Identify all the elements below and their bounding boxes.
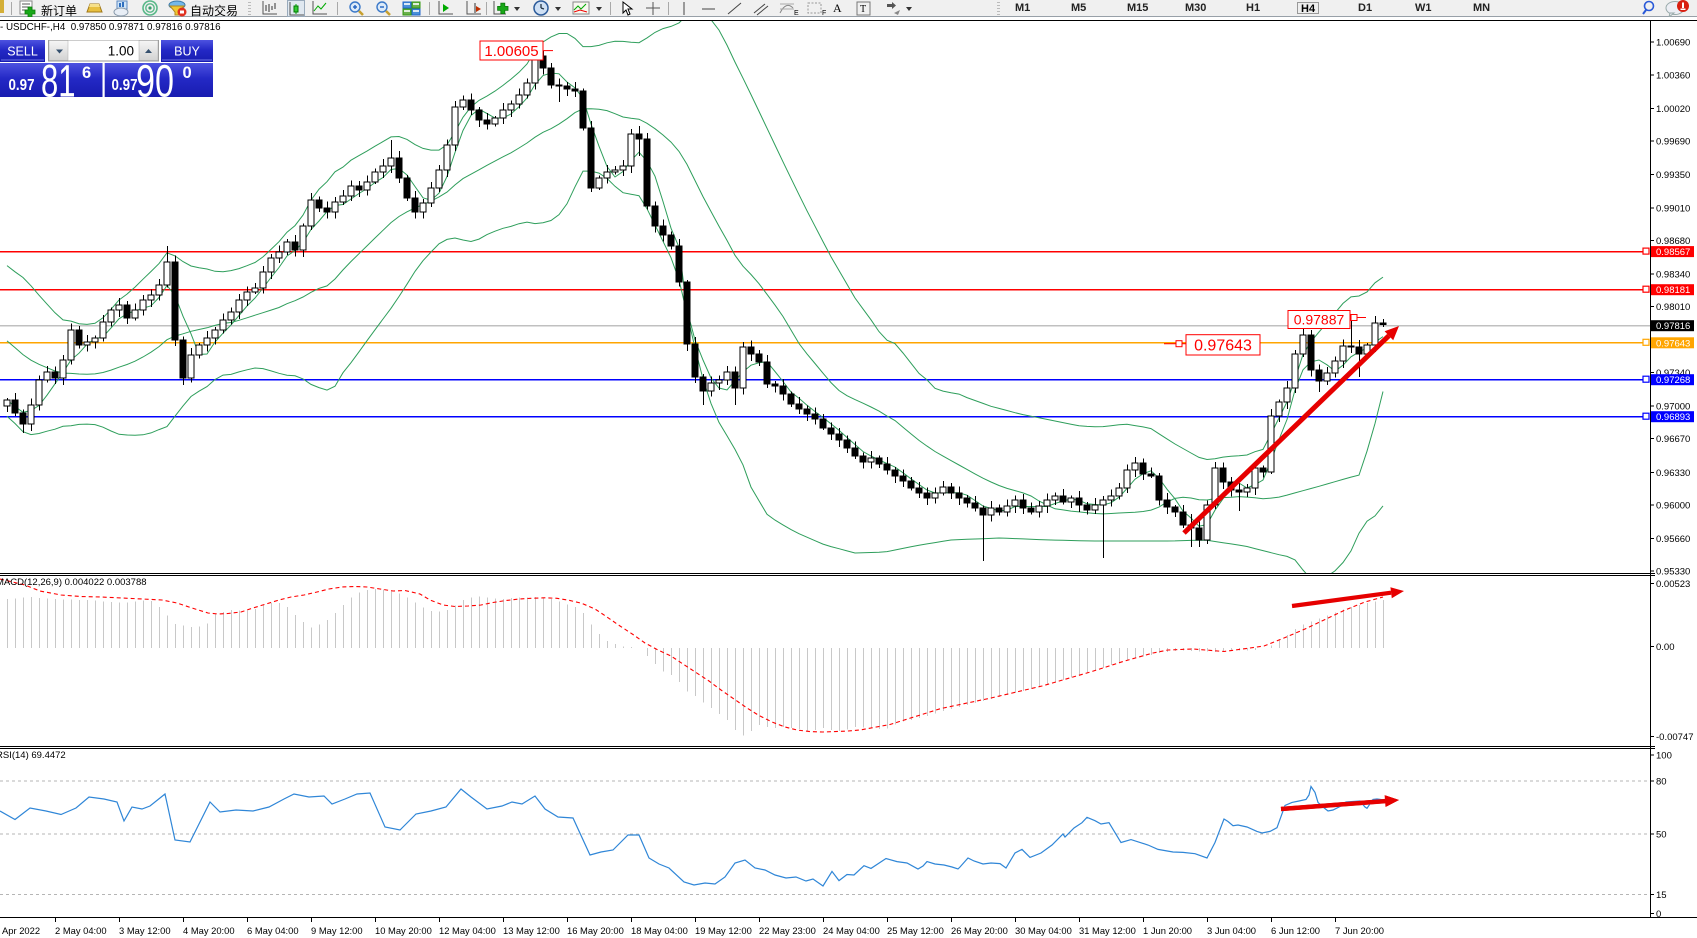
svg-text:0.00: 0.00 — [1656, 642, 1675, 653]
svg-text:6 Jun 12:00: 6 Jun 12:00 — [1271, 925, 1320, 936]
svg-text:Apr 2022: Apr 2022 — [2, 925, 40, 936]
svg-text:3 May 12:00: 3 May 12:00 — [119, 925, 171, 936]
svg-text:BUY: BUY — [174, 45, 200, 59]
svg-text:- USDCHF-,H4 0.97850 0.97871: - USDCHF-,H4 0.97850 0.97871 0.97816 0.9… — [0, 22, 221, 33]
svg-text:0: 0 — [183, 64, 192, 82]
svg-text:1 Jun 20:00: 1 Jun 20:00 — [1143, 925, 1192, 936]
svg-text:15: 15 — [1656, 890, 1667, 901]
svg-text:MACD(12,26,9) 0.004022 0.00378: MACD(12,26,9) 0.004022 0.003788 — [0, 577, 147, 588]
svg-text:100: 100 — [1656, 750, 1672, 761]
svg-text:31 May 12:00: 31 May 12:00 — [1079, 925, 1136, 936]
svg-text:0.97643: 0.97643 — [1194, 338, 1252, 355]
svg-text:13 May 12:00: 13 May 12:00 — [503, 925, 560, 936]
svg-text:30 May 04:00: 30 May 04:00 — [1015, 925, 1072, 936]
svg-text:0.96000: 0.96000 — [1656, 500, 1690, 511]
svg-text:0.97268: 0.97268 — [1656, 375, 1690, 386]
svg-text:9 May 12:00: 9 May 12:00 — [311, 925, 363, 936]
svg-text:SELL: SELL — [7, 45, 38, 59]
svg-text:0.97340: 0.97340 — [1656, 368, 1690, 379]
svg-text:90: 90 — [136, 56, 174, 99]
svg-text:0.98567: 0.98567 — [1656, 247, 1690, 258]
svg-text:10 May 20:00: 10 May 20:00 — [375, 925, 432, 936]
svg-text:0: 0 — [1656, 909, 1661, 920]
svg-text:0.99690: 0.99690 — [1656, 136, 1690, 147]
svg-text:0.96893: 0.96893 — [1656, 412, 1690, 423]
svg-text:7 Jun 20:00: 7 Jun 20:00 — [1335, 925, 1384, 936]
svg-text:0.98680: 0.98680 — [1656, 236, 1690, 247]
svg-text:0.97: 0.97 — [9, 77, 35, 94]
svg-text:0.97: 0.97 — [112, 77, 138, 94]
svg-text:0.99010: 0.99010 — [1656, 203, 1690, 214]
svg-text:18 May 04:00: 18 May 04:00 — [631, 925, 688, 936]
svg-text:0.99350: 0.99350 — [1656, 170, 1690, 181]
svg-text:6: 6 — [82, 64, 91, 82]
svg-text:1.00690: 1.00690 — [1656, 38, 1690, 49]
svg-text:-0.00747: -0.00747 — [1656, 732, 1694, 743]
svg-text:0.97887: 0.97887 — [1294, 312, 1345, 328]
svg-text:81: 81 — [41, 56, 76, 99]
svg-text:0.98181: 0.98181 — [1656, 285, 1690, 296]
svg-text:1.00360: 1.00360 — [1656, 70, 1690, 81]
svg-text:0.98010: 0.98010 — [1656, 302, 1690, 313]
svg-text:24 May 04:00: 24 May 04:00 — [823, 925, 880, 936]
svg-text:RSI(14) 69.4472: RSI(14) 69.4472 — [0, 750, 66, 761]
svg-text:12 May 04:00: 12 May 04:00 — [439, 925, 496, 936]
svg-text:0.00523: 0.00523 — [1656, 579, 1690, 590]
svg-text:0.95660: 0.95660 — [1656, 534, 1690, 545]
svg-text:0.96330: 0.96330 — [1656, 468, 1690, 479]
svg-text:80: 80 — [1656, 777, 1667, 788]
svg-text:0.97000: 0.97000 — [1656, 402, 1690, 413]
svg-text:2 May 04:00: 2 May 04:00 — [55, 925, 107, 936]
svg-text:1.00020: 1.00020 — [1656, 104, 1690, 115]
svg-text:50: 50 — [1656, 830, 1667, 841]
svg-text:E: E — [794, 10, 799, 17]
svg-text:0.97816: 0.97816 — [1656, 321, 1690, 332]
svg-text:16 May 20:00: 16 May 20:00 — [567, 925, 624, 936]
svg-text:0.96670: 0.96670 — [1656, 434, 1690, 445]
svg-text:19 May 12:00: 19 May 12:00 — [695, 925, 752, 936]
svg-text:22 May 23:00: 22 May 23:00 — [759, 925, 816, 936]
svg-text:1.00605: 1.00605 — [484, 43, 538, 60]
svg-text:26 May 20:00: 26 May 20:00 — [951, 925, 1008, 936]
svg-text:0.97643: 0.97643 — [1656, 338, 1690, 349]
svg-text:3 Jun 04:00: 3 Jun 04:00 — [1207, 925, 1256, 936]
svg-text:0.98340: 0.98340 — [1656, 270, 1690, 281]
svg-text:F: F — [822, 10, 826, 17]
svg-text:6 May 04:00: 6 May 04:00 — [247, 925, 299, 936]
svg-text:T: T — [860, 4, 866, 15]
svg-text:1.00: 1.00 — [108, 44, 134, 59]
svg-text:4 May 20:00: 4 May 20:00 — [183, 925, 235, 936]
svg-text:25 May 12:00: 25 May 12:00 — [887, 925, 944, 936]
svg-text:0.95330: 0.95330 — [1656, 566, 1690, 577]
